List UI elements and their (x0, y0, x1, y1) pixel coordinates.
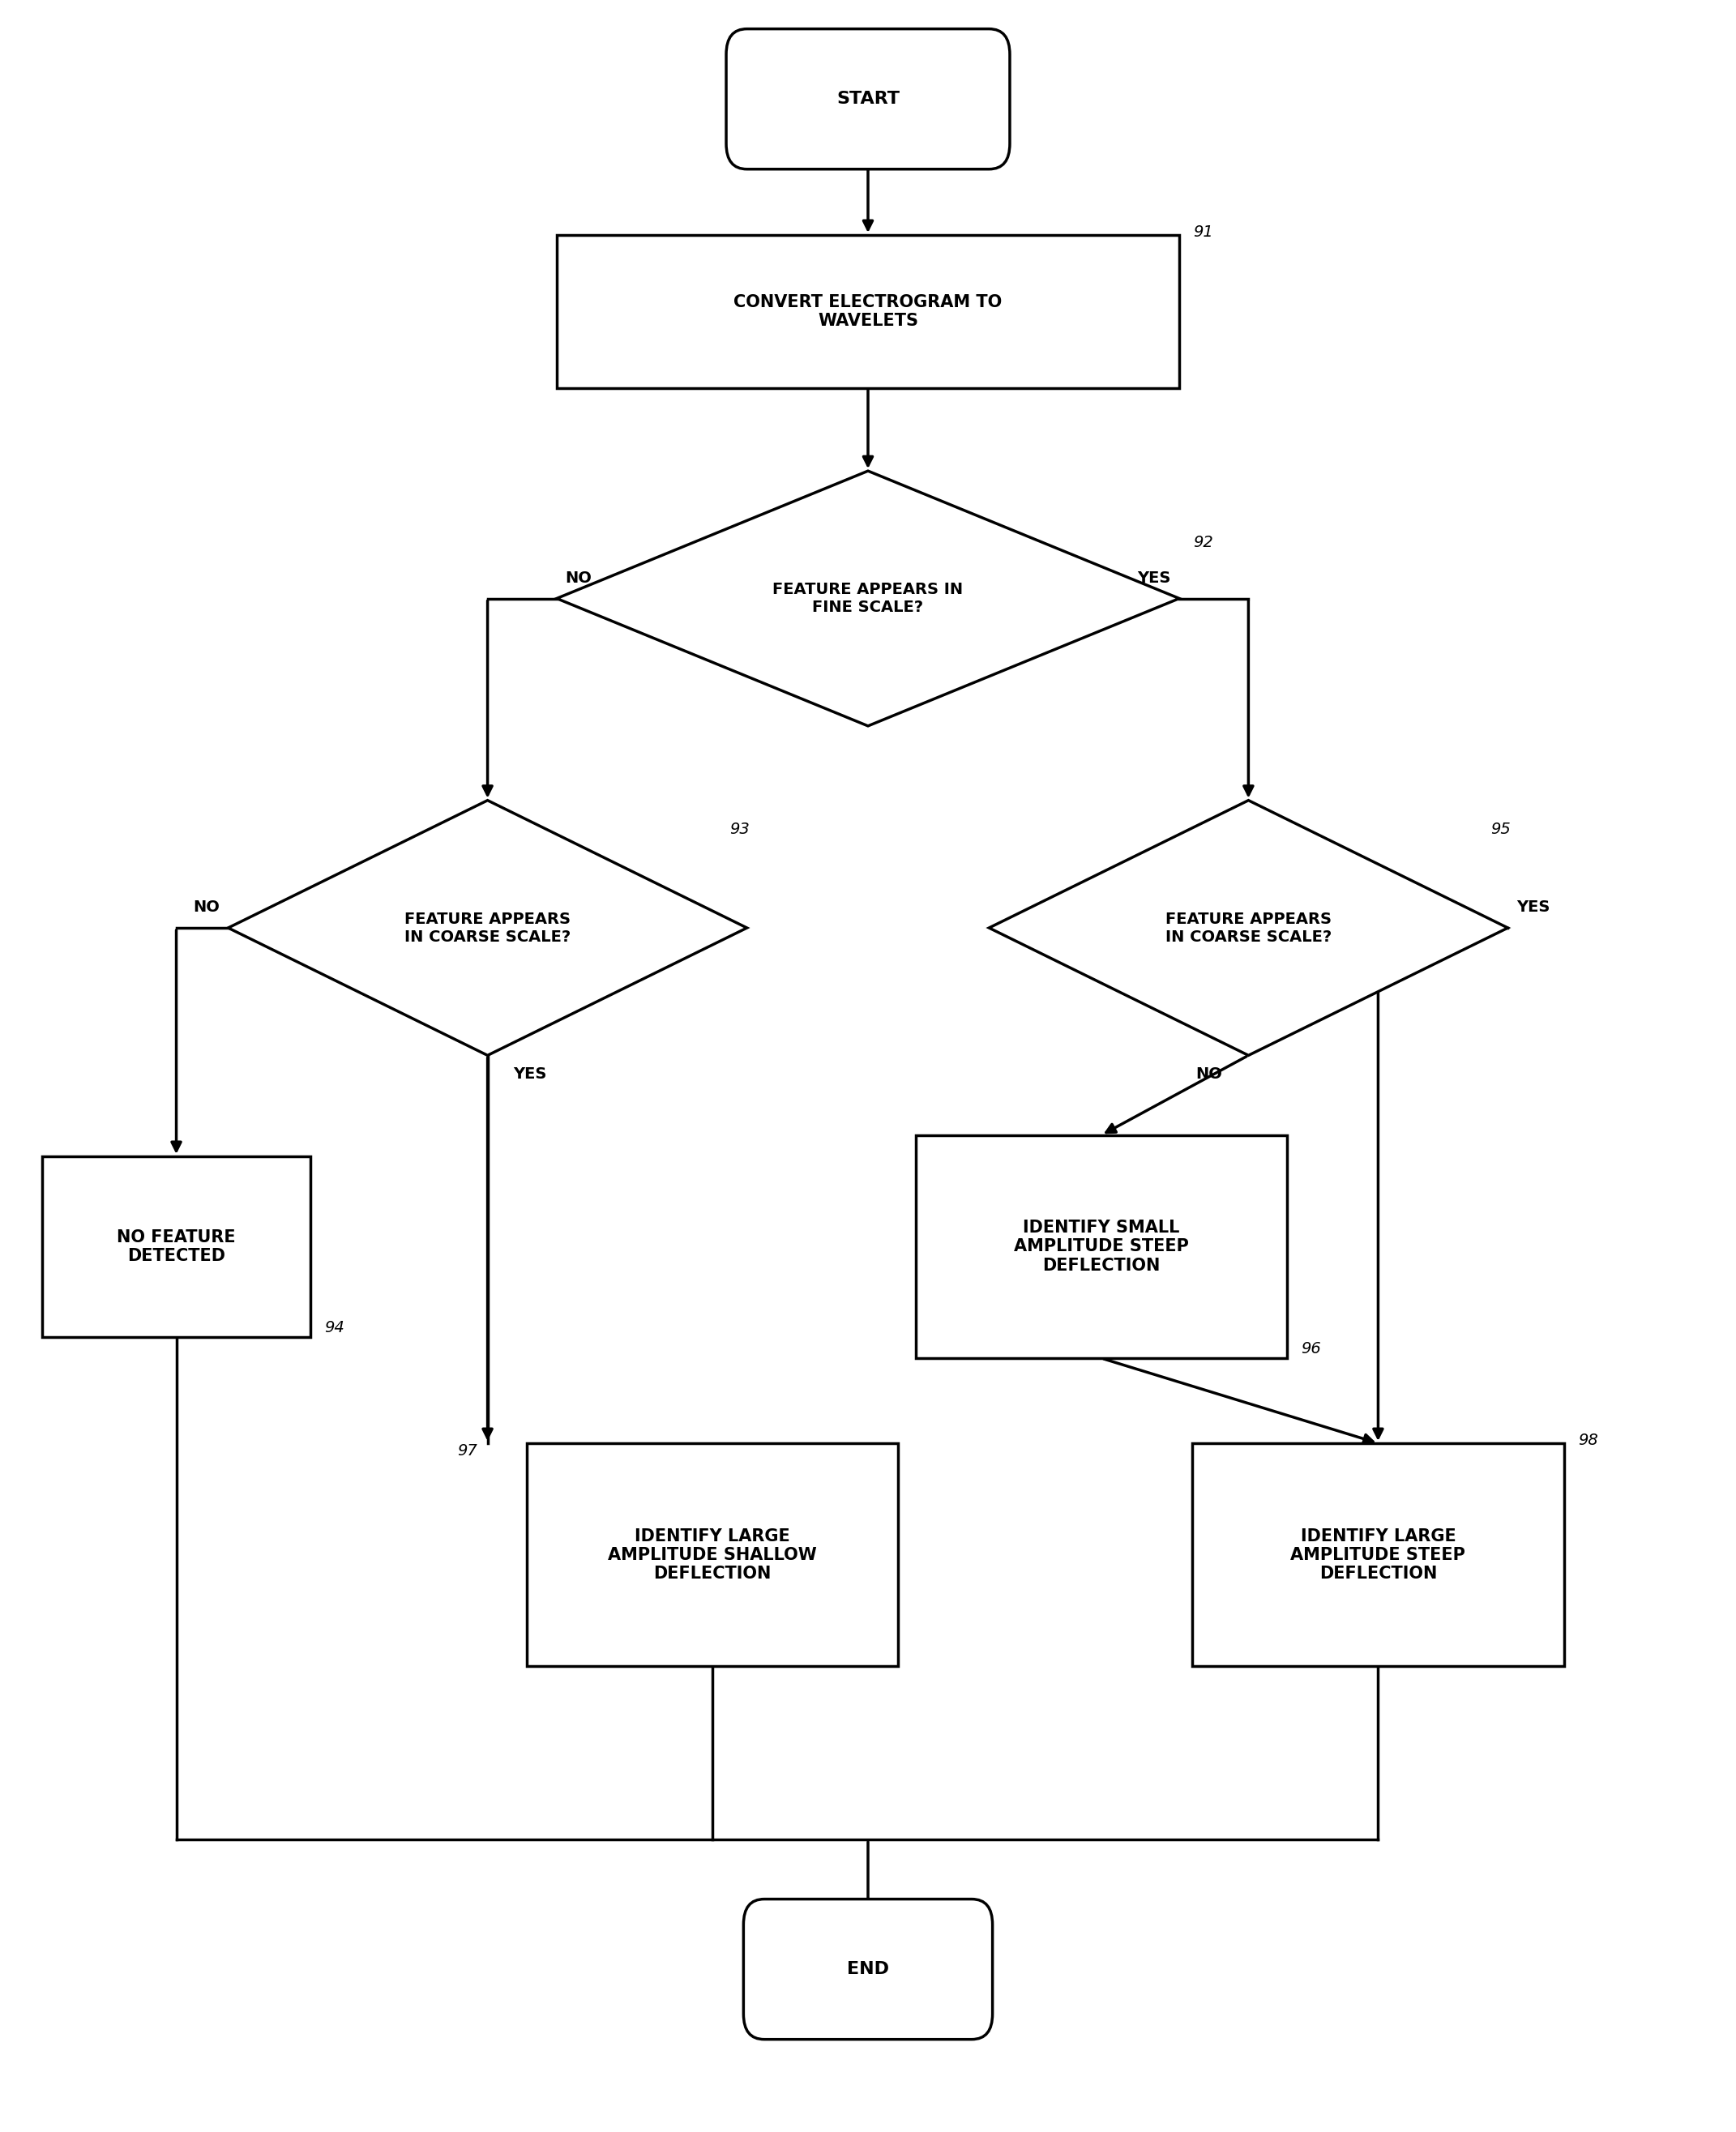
Text: NO FEATURE
DETECTED: NO FEATURE DETECTED (116, 1230, 236, 1264)
Polygon shape (227, 800, 746, 1055)
Text: YES: YES (514, 1066, 547, 1081)
Polygon shape (990, 800, 1509, 1055)
Text: IDENTIFY LARGE
AMPLITUDE STEEP
DEFLECTION: IDENTIFY LARGE AMPLITUDE STEEP DEFLECTIO… (1290, 1529, 1465, 1582)
Bar (42, 1156, 311, 1337)
Bar (526, 1443, 898, 1667)
FancyBboxPatch shape (743, 1900, 993, 2040)
Text: FEATURE APPEARS
IN COARSE SCALE?: FEATURE APPEARS IN COARSE SCALE? (1165, 910, 1332, 944)
Text: END: END (847, 1961, 889, 1976)
Bar (1193, 1443, 1564, 1667)
Text: NO: NO (566, 569, 592, 586)
Text: 92: 92 (1193, 535, 1213, 550)
Text: FEATURE APPEARS IN
FINE SCALE?: FEATURE APPEARS IN FINE SCALE? (773, 582, 963, 614)
FancyBboxPatch shape (726, 30, 1010, 168)
Polygon shape (557, 471, 1179, 727)
Text: 91: 91 (1193, 224, 1213, 239)
Bar (557, 235, 1179, 388)
Text: YES: YES (1517, 900, 1550, 915)
Text: 98: 98 (1578, 1433, 1597, 1448)
Text: 95: 95 (1491, 821, 1510, 838)
Text: IDENTIFY SMALL
AMPLITUDE STEEP
DEFLECTION: IDENTIFY SMALL AMPLITUDE STEEP DEFLECTIO… (1014, 1220, 1189, 1273)
Text: FEATURE APPEARS
IN COARSE SCALE?: FEATURE APPEARS IN COARSE SCALE? (404, 910, 571, 944)
Text: NO: NO (193, 900, 219, 915)
Text: 94: 94 (325, 1320, 344, 1335)
Text: YES: YES (1137, 569, 1170, 586)
Text: CONVERT ELECTROGRAM TO
WAVELETS: CONVERT ELECTROGRAM TO WAVELETS (734, 294, 1002, 328)
Text: 97: 97 (457, 1443, 477, 1458)
Text: NO: NO (1196, 1066, 1222, 1081)
Text: IDENTIFY LARGE
AMPLITUDE SHALLOW
DEFLECTION: IDENTIFY LARGE AMPLITUDE SHALLOW DEFLECT… (608, 1529, 818, 1582)
Text: 93: 93 (729, 821, 750, 838)
Text: 96: 96 (1302, 1341, 1321, 1356)
Text: START: START (837, 92, 899, 107)
Bar (915, 1134, 1288, 1358)
